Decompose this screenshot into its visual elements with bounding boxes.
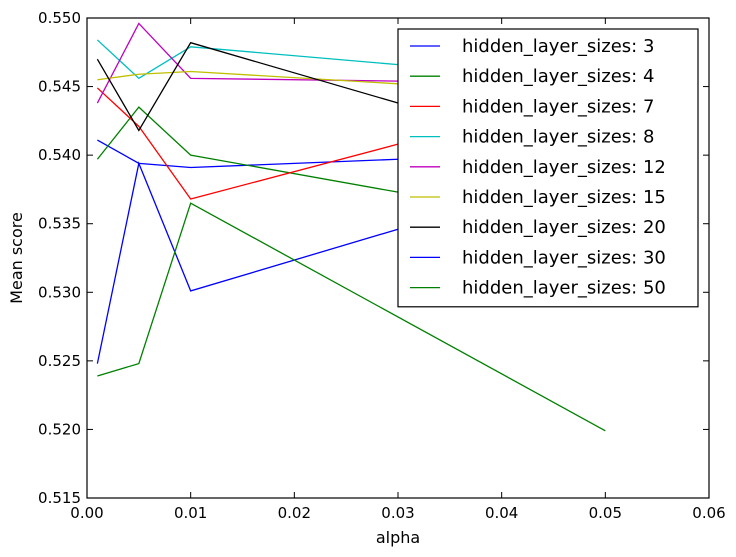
series-line-2	[96, 106, 399, 193]
x-tick-label: 0.02	[278, 504, 311, 522]
y-tick-label: 0.545	[38, 78, 81, 96]
x-tick-label: 0.05	[589, 504, 622, 522]
series-line-4	[96, 39, 399, 80]
legend-label-5: hidden_layer_sizes: 12	[462, 157, 666, 178]
series-line-3	[96, 87, 399, 200]
y-axis-ticks: 0.515 0.520 0.525 0.530 0.535 0.540 0.545 0.550	[38, 9, 709, 507]
legend-label-4: hidden_layer_sizes: 8	[462, 127, 654, 148]
x-tick-label: 0.00	[70, 504, 103, 522]
y-tick-label: 0.520	[38, 420, 81, 438]
series-line-1	[97, 139, 399, 169]
series-line-6	[97, 70, 399, 85]
legend-label-9: hidden_layer_sizes: 50	[462, 278, 666, 299]
x-tick-label: 0.04	[485, 504, 518, 522]
x-tick-label: 0.06	[692, 504, 725, 522]
x-tick-label: 0.03	[381, 504, 414, 522]
legend: hidden_layer_sizes: 3 hidden_layer_sizes:…	[397, 28, 699, 308]
legend-label-3: hidden_layer_sizes: 7	[462, 96, 654, 117]
y-tick-label: 0.540	[38, 146, 81, 164]
x-axis-ticks: 0.00 0.01 0.02 0.03 0.04 0.05 0.06	[70, 18, 726, 522]
legend-label-7: hidden_layer_sizes: 20	[462, 217, 666, 238]
series-line-7	[96, 41, 399, 132]
y-tick-label: 0.550	[38, 9, 81, 27]
series-line-5	[96, 22, 399, 104]
legend-box	[397, 28, 699, 308]
plot-lines	[96, 22, 606, 432]
y-tick-label: 0.530	[38, 283, 81, 301]
x-axis-label: alpha	[376, 528, 420, 547]
y-axis-label: Mean score	[7, 212, 26, 304]
y-tick-label: 0.535	[38, 215, 81, 233]
y-tick-label: 0.515	[38, 489, 81, 507]
legend-label-1: hidden_layer_sizes: 3	[462, 36, 654, 57]
y-tick-label: 0.525	[38, 352, 81, 370]
legend-label-2: hidden_layer_sizes: 4	[462, 66, 654, 87]
legend-label-6: hidden_layer_sizes: 15	[462, 187, 666, 208]
x-tick-label: 0.01	[174, 504, 207, 522]
series-line-9	[97, 202, 606, 432]
legend-label-8: hidden_layer_sizes: 30	[462, 247, 666, 268]
